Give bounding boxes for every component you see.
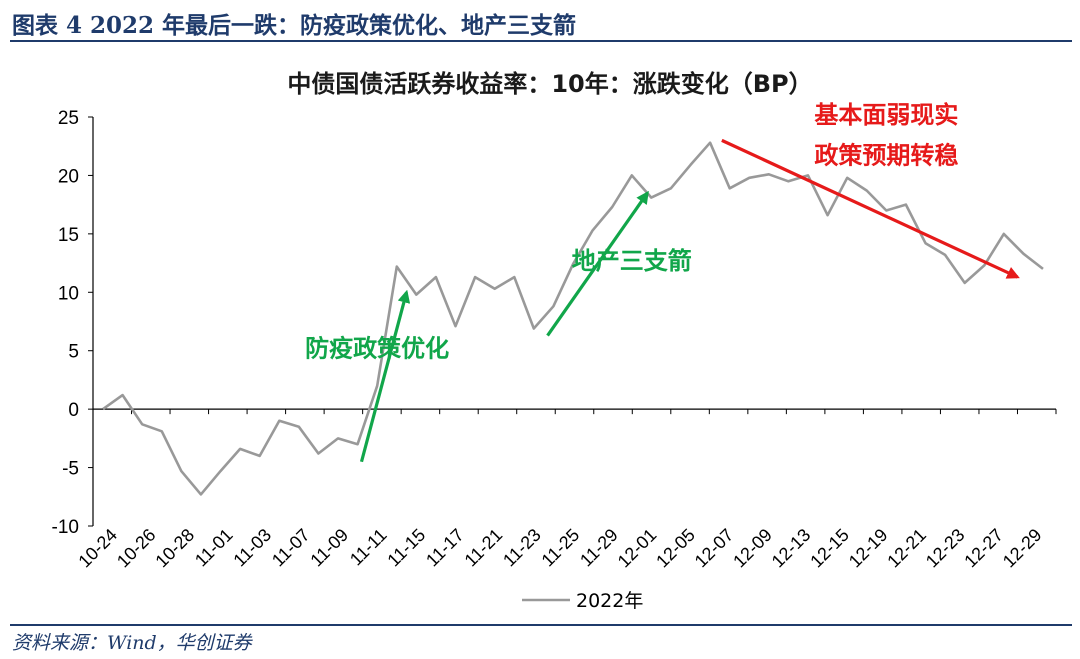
- annotation-arrow: [721, 138, 1020, 279]
- x-tick-label: 11-17: [422, 525, 468, 571]
- y-tick-label: 0: [68, 400, 79, 421]
- y-tick-label: 10: [58, 283, 79, 304]
- x-tick-label: 12-23: [922, 525, 969, 572]
- x-tick-label: 10-26: [113, 525, 160, 572]
- x-tick-label: 11-09: [306, 525, 352, 571]
- x-tick-label: 12-09: [729, 525, 776, 572]
- annotation-arrow: [546, 190, 649, 337]
- x-tick-label: 12-05: [652, 525, 699, 572]
- y-tick-label: -5: [62, 459, 79, 480]
- x-tick-label: 11-01: [191, 525, 237, 571]
- x-tick-label: 11-07: [268, 525, 314, 571]
- x-tick-label: 12-21: [883, 525, 930, 572]
- x-tick-label: 12-01: [614, 525, 661, 572]
- source-rule: [10, 624, 1072, 626]
- x-tick-label: 11-21: [461, 525, 507, 571]
- legend-label: 2022年: [576, 590, 643, 612]
- annotation-label: 基本面弱现实: [814, 100, 958, 129]
- caption-rule: [10, 40, 1072, 42]
- x-tick-label: 11-25: [538, 525, 584, 571]
- x-tick-label: 11-03: [229, 525, 275, 571]
- annotation-label: 防疫政策优化: [305, 334, 449, 363]
- x-tick-label: 12-29: [999, 525, 1046, 572]
- source-note: 资料来源：Wind，华创证券: [12, 632, 252, 654]
- x-tick-label: 12-13: [768, 525, 815, 572]
- x-tick-label: 12-27: [960, 525, 1007, 572]
- x-tick-label: 10-28: [151, 525, 198, 572]
- line-chart: 中债国债活跃券收益率：10年：涨跌变化（BP） -10 -5 0 5 10 15 20 25 10…: [52, 70, 1057, 612]
- figure-caption: 图表 4 2022 年最后一跌：防疫政策优化、地产三支箭: [12, 12, 577, 39]
- x-tick-label: 12-07: [691, 525, 738, 572]
- y-tick-label: 25: [58, 108, 79, 129]
- annotation-label: 政策预期转稳: [814, 141, 958, 170]
- x-tick-label: 10-24: [74, 525, 121, 572]
- annotation-arrow: [359, 289, 411, 463]
- y-tick-label: -10: [52, 517, 79, 538]
- annotation-label: 地产三支箭: [572, 246, 692, 275]
- series-line-2022: [102, 141, 1044, 496]
- x-tick-label: 11-15: [383, 525, 429, 571]
- x-tick-label: 11-29: [576, 525, 622, 571]
- y-tick-label: 15: [58, 225, 79, 246]
- y-tick-label: 5: [68, 342, 79, 363]
- chart-title: 中债国债活跃券收益率：10年：涨跌变化（BP）: [287, 70, 812, 98]
- x-tick-label: 11-11: [346, 525, 391, 570]
- x-tick-label: 11-23: [499, 525, 545, 571]
- x-tick-label: 12-15: [806, 525, 853, 572]
- x-tick-label: 12-19: [845, 525, 892, 572]
- y-tick-label: 20: [58, 166, 79, 187]
